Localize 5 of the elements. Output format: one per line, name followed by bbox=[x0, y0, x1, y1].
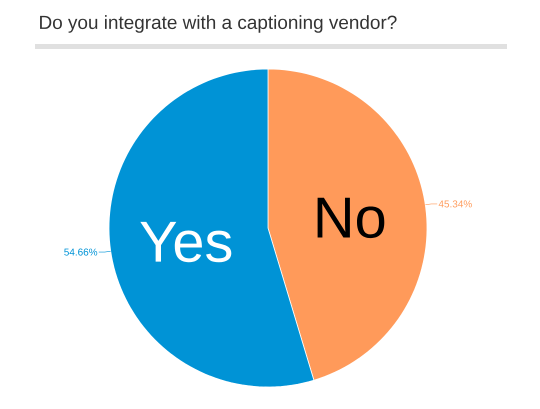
slice-label: Yes bbox=[140, 222, 232, 262]
chart-title: Do you integrate with a captioning vendor? bbox=[40, 15, 397, 33]
slice-label: No bbox=[318, 198, 384, 238]
data-label: 54.66% bbox=[64, 248, 98, 256]
data-label: 45.34% bbox=[438, 200, 472, 208]
